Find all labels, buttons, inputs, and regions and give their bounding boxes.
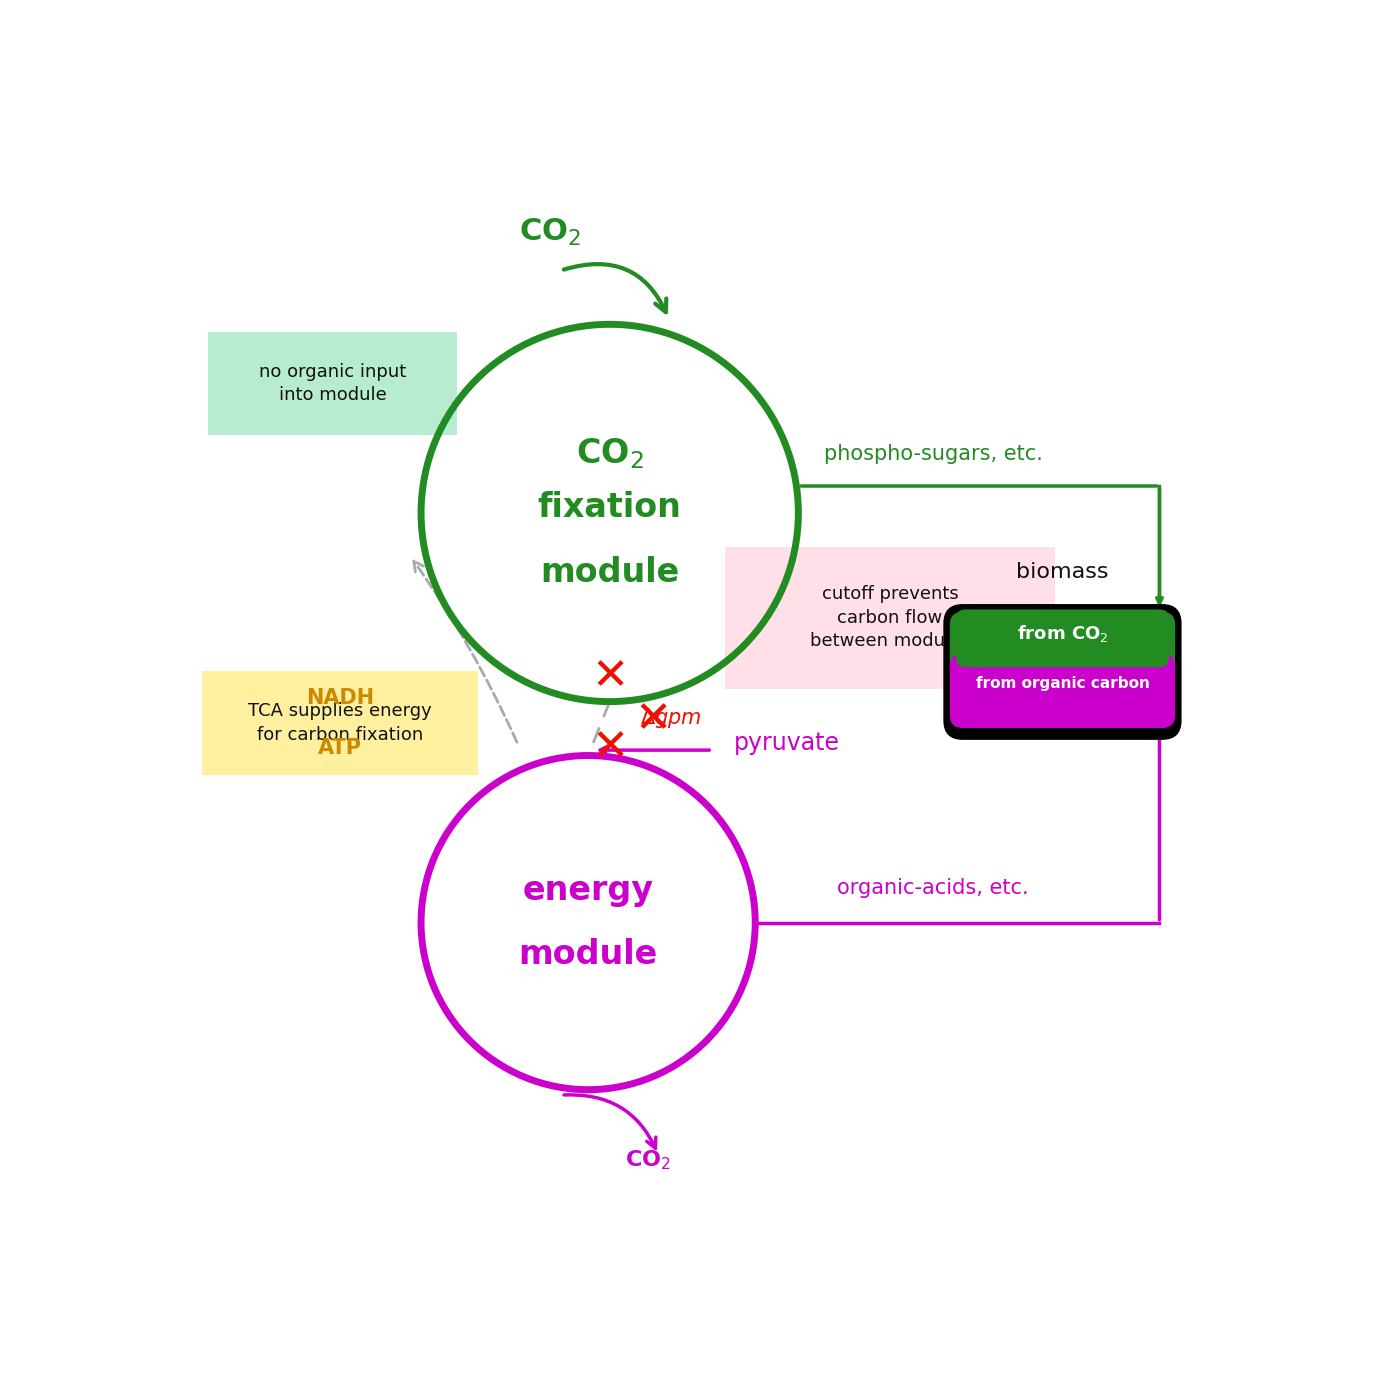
Text: phospho-sugars, etc.: phospho-sugars, etc. [823, 444, 1043, 463]
Text: CO$_2$: CO$_2$ [575, 437, 644, 470]
FancyBboxPatch shape [949, 654, 1175, 728]
FancyBboxPatch shape [956, 609, 1169, 668]
Text: ATP: ATP [318, 738, 363, 757]
Text: pyruvate: pyruvate [734, 731, 840, 755]
Text: cutoff prevents
carbon flow
between modules: cutoff prevents carbon flow between modu… [809, 585, 970, 650]
Text: ✕: ✕ [634, 699, 672, 742]
Text: module: module [540, 556, 679, 589]
Text: fixation: fixation [538, 491, 682, 524]
Text: energy: energy [522, 874, 654, 907]
Text: NADH: NADH [307, 689, 374, 708]
FancyBboxPatch shape [944, 603, 1182, 739]
FancyBboxPatch shape [949, 612, 1175, 682]
Text: CO$_2$: CO$_2$ [624, 1148, 671, 1172]
Text: ✕: ✕ [591, 727, 629, 770]
Text: from CO$_2$: from CO$_2$ [1016, 623, 1109, 644]
Text: organic-acids, etc.: organic-acids, etc. [837, 878, 1029, 899]
Text: no organic input
into module: no organic input into module [259, 363, 406, 405]
FancyArrowPatch shape [413, 561, 517, 742]
Text: TCA supplies energy
for carbon fixation: TCA supplies energy for carbon fixation [248, 703, 433, 743]
Text: biomass: biomass [1016, 563, 1109, 582]
Text: $\Delta gpm$: $\Delta gpm$ [640, 706, 701, 729]
FancyBboxPatch shape [207, 332, 456, 435]
Text: from organic carbon: from organic carbon [976, 676, 1149, 690]
Text: module: module [518, 938, 658, 972]
Text: CO$_2$: CO$_2$ [519, 217, 581, 248]
FancyArrowPatch shape [564, 265, 666, 312]
FancyBboxPatch shape [725, 547, 1056, 689]
Text: ✕: ✕ [591, 655, 629, 699]
FancyBboxPatch shape [202, 672, 479, 776]
FancyArrowPatch shape [564, 1095, 655, 1148]
